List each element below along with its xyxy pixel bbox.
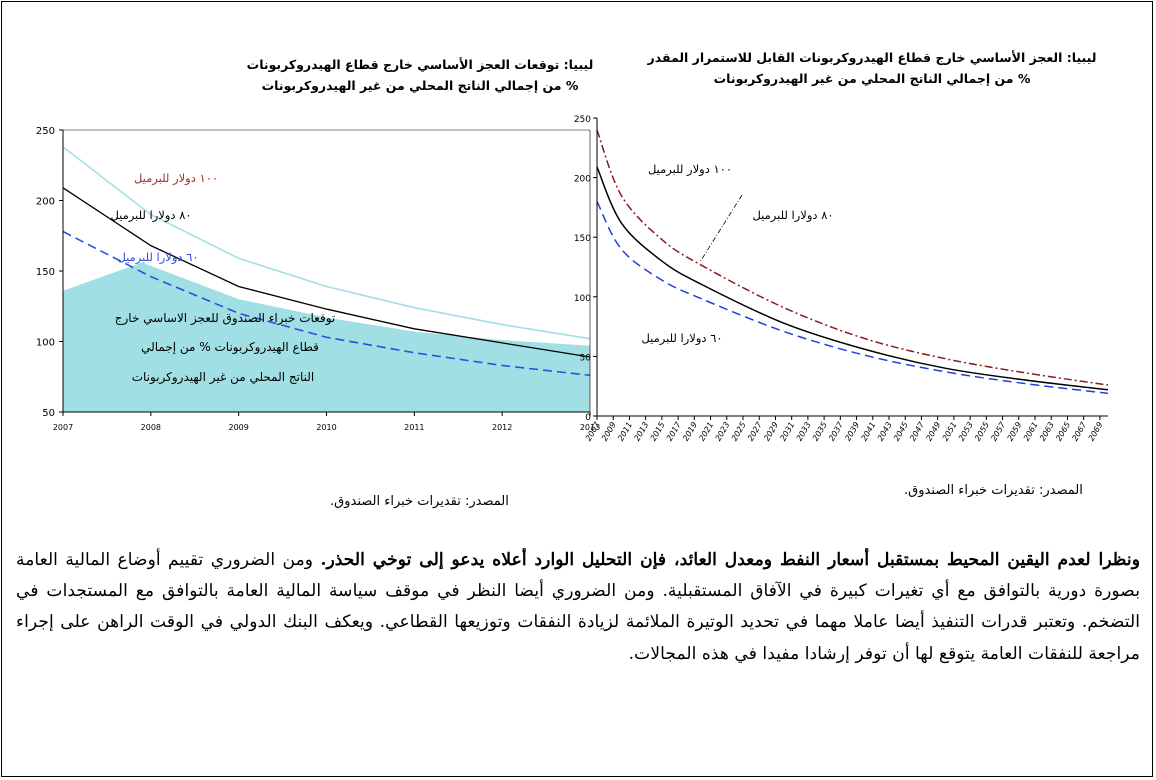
left-chart-source: المصدر: تقديرات خبراء الصندوق. bbox=[330, 494, 509, 509]
left-x-tick-label: 2010 bbox=[316, 423, 336, 432]
right-x-tick-label: 2057 bbox=[989, 420, 1007, 443]
right-x-tick-label: 2043 bbox=[876, 421, 894, 443]
right-x-tick-label: 2055 bbox=[973, 421, 991, 443]
right-chart: 0501001502002502007200920112013201520172… bbox=[574, 115, 1109, 443]
right-x-tick-label: 2047 bbox=[908, 420, 926, 443]
paragraph-bold-sentence: ونظرا لعدم اليقين المحيط بمستقبل أسعار ا… bbox=[320, 550, 1140, 570]
right-x-tick-label: 2059 bbox=[1006, 421, 1024, 443]
left-x-tick-label: 2013 bbox=[580, 423, 600, 432]
left-chart-title: ليبيا: توقعات العجز الأساسي خارج قطاع ال… bbox=[246, 57, 594, 93]
right-x-tick-label: 2031 bbox=[778, 421, 796, 443]
right-x-tick-label: 2021 bbox=[697, 421, 715, 443]
right-series-label-3: ٦٠ دولارا للبرميل bbox=[641, 331, 722, 346]
right-x-tick-label: 2041 bbox=[860, 421, 878, 443]
left-y-tick-label: 50 bbox=[42, 408, 55, 419]
right-x-tick-label: 2033 bbox=[795, 421, 813, 443]
right-series-line-2 bbox=[596, 166, 1109, 391]
left-y-tick-label: 100 bbox=[36, 338, 55, 349]
right-y-tick-label: 200 bbox=[574, 175, 591, 185]
left-series-label-1: ١٠٠ دولار للبرميل bbox=[134, 171, 218, 186]
right-x-tick-label: 2053 bbox=[957, 421, 975, 443]
left-x-tick-label: 2007 bbox=[53, 423, 73, 432]
right-x-tick-label: 2069 bbox=[1087, 421, 1105, 443]
right-x-tick-label: 2045 bbox=[892, 421, 910, 443]
left-chart: 50 100 150 200 250 2007 2008 2009 2010 2011 2012 20… bbox=[36, 126, 600, 432]
right-x-tick-label: 2035 bbox=[811, 421, 829, 443]
left-series-label-2: ٨٠ دولارا للبرميل bbox=[110, 208, 191, 223]
left-y-tick-label: 200 bbox=[36, 197, 55, 208]
left-area-label-line: توقعات خبراء الصندوق للعجز الاساسي خارج bbox=[115, 311, 336, 326]
right-x-tick-label: 2067 bbox=[1070, 420, 1088, 443]
right-series-label-leader bbox=[699, 194, 743, 263]
left-series-line-2 bbox=[62, 187, 591, 358]
right-x-tick-label: 2039 bbox=[843, 421, 861, 443]
right-series-label-2: ٨٠ دولارا للبرميل bbox=[752, 208, 833, 223]
body-paragraph: ونظرا لعدم اليقين المحيط بمستقبل أسعار ا… bbox=[16, 545, 1140, 670]
right-x-tick-label: 2017 bbox=[665, 420, 683, 443]
left-y-tick-label: 250 bbox=[36, 126, 55, 137]
right-x-tick-label: 2019 bbox=[681, 421, 699, 443]
right-y-tick-label: 250 bbox=[574, 115, 591, 125]
right-x-tick-label: 2063 bbox=[1038, 421, 1056, 443]
right-x-tick-label: 2037 bbox=[827, 420, 845, 443]
left-x-tick-label: 2012 bbox=[492, 423, 512, 432]
left-series-line-1 bbox=[62, 146, 591, 340]
right-x-tick-label: 2011 bbox=[616, 421, 634, 443]
left-x-tick-label: 2011 bbox=[404, 423, 424, 432]
right-x-tick-label: 2027 bbox=[746, 420, 764, 443]
left-series-label-3: ٦٠ دولارا للبرميل bbox=[117, 250, 198, 265]
right-y-tick-label: 0 bbox=[585, 413, 591, 423]
right-y-tick-label: 150 bbox=[574, 234, 591, 244]
right-x-tick-label: 2023 bbox=[714, 421, 732, 443]
right-x-tick-label: 2049 bbox=[924, 421, 942, 443]
left-x-tick-label: 2008 bbox=[141, 423, 161, 432]
right-x-tick-label: 2013 bbox=[632, 421, 650, 443]
left-y-tick-label: 150 bbox=[36, 267, 55, 278]
right-x-tick-label: 2025 bbox=[730, 421, 748, 443]
left-x-tick-label: 2009 bbox=[228, 423, 248, 432]
right-x-tick-label: 2029 bbox=[762, 421, 780, 443]
right-series-label-1: ١٠٠ دولار للبرميل bbox=[648, 162, 732, 177]
left-area-label-line: الناتج المحلي من غير الهيدروكربونات bbox=[132, 370, 315, 385]
right-x-tick-label: 2009 bbox=[600, 421, 618, 443]
right-y-tick-label: 100 bbox=[574, 294, 591, 304]
right-x-tick-label: 2007 bbox=[584, 420, 602, 443]
right-x-tick-label: 2015 bbox=[649, 421, 667, 443]
left-area-label-line: قطاع الهيدروكربونات % من إجمالي bbox=[141, 340, 319, 355]
right-series-line-3 bbox=[596, 201, 1109, 395]
right-x-tick-label: 2065 bbox=[1054, 421, 1072, 443]
right-y-tick-label: 50 bbox=[580, 353, 592, 363]
right-x-tick-label: 2061 bbox=[1022, 421, 1040, 443]
right-chart-title: ليبيا: العجز الأساسي خارج قطاع الهيدروكر… bbox=[647, 50, 1097, 86]
left-series-line-3 bbox=[62, 230, 591, 377]
right-chart-source: المصدر: تقديرات خبراء الصندوق. bbox=[904, 483, 1083, 498]
paragraph-text: ومن الضروري تقييم أوضاع المالية العامة ب… bbox=[16, 550, 1140, 664]
right-x-tick-label: 2051 bbox=[941, 421, 959, 443]
right-series-line-1 bbox=[596, 129, 1109, 386]
